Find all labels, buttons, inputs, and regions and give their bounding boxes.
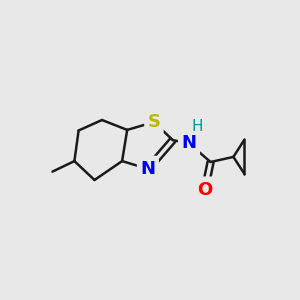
Text: O: O — [197, 181, 212, 199]
Text: H: H — [192, 119, 203, 134]
Text: S: S — [147, 113, 161, 131]
Text: N: N — [182, 134, 196, 152]
Text: N: N — [138, 157, 158, 181]
Text: N: N — [179, 131, 199, 155]
Text: O: O — [195, 178, 215, 202]
Text: N: N — [140, 160, 155, 178]
Text: H: H — [189, 117, 206, 136]
Text: S: S — [145, 110, 163, 134]
